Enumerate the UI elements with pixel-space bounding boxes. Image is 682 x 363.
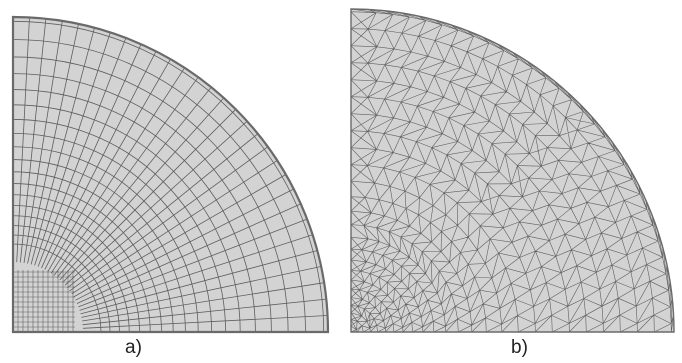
panel-b-label: b): [511, 338, 528, 357]
panel-a-label: a): [125, 338, 142, 357]
